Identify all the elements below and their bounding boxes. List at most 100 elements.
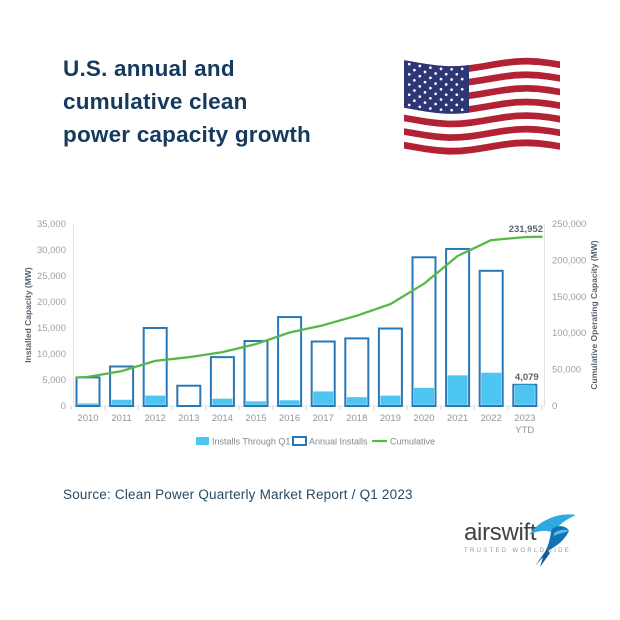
x-tick-label: YTD [515,425,534,436]
q1-installs-bar [212,398,233,405]
flag-star [413,79,416,82]
x-tick-label: 2017 [313,413,334,424]
flag-star [429,96,432,100]
bird-wing [529,514,576,535]
legend-label-q1: Installs Through Q1 [212,437,290,447]
right-tick-label: 100,000 [552,328,586,339]
flag-star [423,80,427,84]
flag-star [450,88,453,92]
flag-star [434,82,437,86]
us-flag-icon [404,56,560,158]
right-tick-label: 50,000 [552,365,581,376]
title-line-3: power capacity growth [63,122,311,147]
capacity-chart-svg: 0 5,000 10,000 15,000 20,000 25,000 30,000 35,0… [23,219,599,447]
x-tick-label: 2014 [212,413,233,424]
x-tick-label: 2016 [279,413,300,424]
left-tick-label: 5,000 [42,375,66,386]
flag-star [450,108,453,112]
flag-star [444,93,448,97]
flag-star [434,102,437,106]
left-tick-label: 35,000 [37,219,66,230]
left-axis-title: Installed Capacity (MW) [23,267,33,363]
flag-star [460,108,464,112]
flag-star [460,77,464,81]
flag-star [413,68,416,72]
source-caption: Source: Clean Power Quarterly Market Rep… [63,487,413,502]
flag-star [439,108,443,112]
flag-stripe [404,139,560,155]
flag-canton [404,60,469,114]
bird-wing-highlight [554,529,569,536]
airswift-logo: airswift TRUSTED WORLDWIDE [464,520,614,555]
annual-installs-bar [109,365,135,407]
ytd-bar-label: 4,079 [515,372,539,383]
flag-star [460,87,464,91]
q1-installs-bar [481,372,502,405]
flag-stripe [404,125,560,141]
q1-installs-bar [346,397,367,405]
x-tick-label: 2013 [178,413,199,424]
flag-star [429,66,432,70]
annual-installs-bar [377,327,403,408]
q1-installs-bar [447,375,468,405]
flag-star [460,98,464,101]
flag-star [407,72,411,76]
flag-star [444,72,448,76]
flag-star [455,83,459,86]
x-tick-label: 2019 [380,413,401,424]
annual-installs-bar [310,340,336,408]
flag-stripe [404,132,560,148]
q1-installs-bar [246,401,266,405]
flag-stripe [404,105,560,121]
left-tick-label: 25,000 [37,271,66,282]
right-tick-label: 250,000 [552,219,586,230]
right-axis-title: Cumulative Operating Capacity (MW) [589,240,599,389]
q1-installs-bar [514,384,535,405]
cumulative-end-label: 231,952 [509,224,543,235]
flag-stripe [404,112,560,128]
flag-star [429,76,432,80]
left-tick-label: 15,000 [37,323,66,334]
flag-star [439,67,443,71]
page-title: U.S. annual and cumulative clean power c… [63,52,311,151]
capacity-chart: 0 5,000 10,000 15,000 20,000 25,000 30,000 35,0… [0,192,620,464]
swift-bird-icon [529,514,576,567]
flag-star [418,95,422,98]
annual-installs-bar [344,337,370,407]
title-line-2: cumulative clean [63,89,248,114]
flag-star [407,62,411,66]
right-tick-label: 0 [552,401,557,412]
flag-star [418,105,422,109]
flag-star [434,72,437,75]
x-tick-label: 2011 [111,413,131,424]
flag-star [450,98,453,102]
q1-installs-bar [414,387,434,405]
flag-star [450,67,453,71]
legend-label-cumulative: Cumulative [390,437,435,447]
flag-star [434,92,437,96]
flag-star [418,85,422,88]
annual-installs-bar [75,376,101,407]
flag-star [450,78,453,81]
q1-installs-bar [78,403,98,405]
right-tick-label: 150,000 [552,292,586,303]
flag-star [460,67,464,71]
legend-swatch-q1 [196,437,209,445]
annual-installs-bar [142,327,168,407]
us-flag-svg [404,57,560,155]
x-tick-label: 2023 [514,413,535,424]
bird-tail [535,549,550,567]
annual-installs-bar [411,256,437,407]
q1-installs-bar [313,391,334,405]
q1-installs-bar [111,399,132,405]
flag-star [413,89,416,92]
flag-star [423,101,427,104]
flag-star [423,91,427,94]
left-tick-label: 10,000 [37,349,66,360]
x-tick-label: 2010 [77,413,98,424]
left-tick-label: 20,000 [37,297,66,308]
q1-installs-bar [145,395,166,405]
flag-star [418,64,422,68]
flag-star [423,70,427,74]
title-line-1: U.S. annual and [63,56,235,81]
